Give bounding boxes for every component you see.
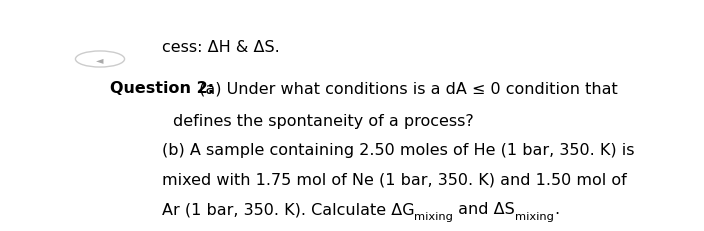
Text: (a) Under what conditions is a dA ≤ 0 condition that: (a) Under what conditions is a dA ≤ 0 co… bbox=[194, 81, 618, 96]
Text: and ΔS: and ΔS bbox=[453, 201, 515, 216]
Text: ◄: ◄ bbox=[96, 55, 103, 65]
Text: mixing: mixing bbox=[515, 211, 554, 221]
Text: Question 2:: Question 2: bbox=[110, 81, 214, 96]
Text: cess: ΔH & ΔS.: cess: ΔH & ΔS. bbox=[162, 40, 279, 55]
Text: .: . bbox=[554, 201, 559, 216]
Text: (b) A sample containing 2.50 moles of He (1 bar, 350. K) is: (b) A sample containing 2.50 moles of He… bbox=[162, 143, 634, 157]
Text: Ar (1 bar, 350. K). Calculate ΔG: Ar (1 bar, 350. K). Calculate ΔG bbox=[162, 201, 414, 216]
Text: mixed with 1.75 mol of Ne (1 bar, 350. K) and 1.50 mol of: mixed with 1.75 mol of Ne (1 bar, 350. K… bbox=[162, 172, 627, 187]
Text: defines the spontaneity of a process?: defines the spontaneity of a process? bbox=[172, 113, 473, 128]
Text: mixing: mixing bbox=[414, 211, 453, 221]
